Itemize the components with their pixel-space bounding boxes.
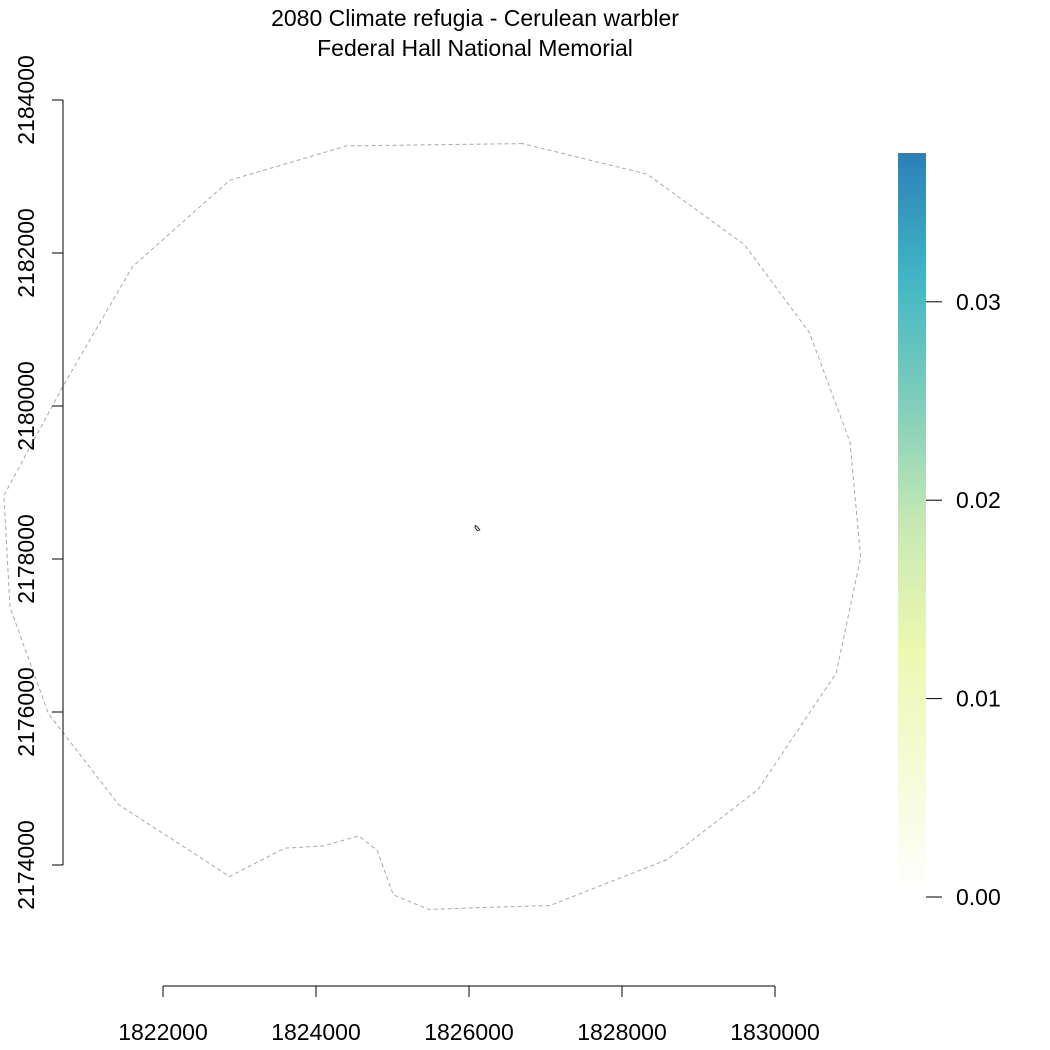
x-tick-label: 1826000	[424, 1019, 514, 1045]
colorbar-legend: 0.00 0.01 0.02 0.03	[898, 153, 1001, 910]
x-tick-label: 1828000	[577, 1019, 667, 1045]
x-axis: 1822000 1824000 1826000 1828000 1830000	[118, 985, 820, 1045]
x-tick-label: 1824000	[271, 1019, 361, 1045]
y-tick-label: 2182000	[13, 208, 39, 298]
map-layers	[3, 143, 862, 910]
x-tick-label: 1822000	[118, 1019, 208, 1045]
y-tick-label: 2180000	[13, 361, 39, 451]
colorbar-tick-label: 0.02	[956, 487, 1001, 513]
colorbar-tick-label: 0.01	[956, 686, 1001, 712]
y-tick-label: 2176000	[13, 667, 39, 757]
figure-title: 2080 Climate refugia - Cerulean warbler …	[271, 5, 679, 61]
y-axis: 2174000 2176000 2178000 2180000 2182000 21840…	[13, 55, 64, 910]
park-boundary	[474, 524, 481, 532]
title-line-2: Federal Hall National Memorial	[317, 35, 633, 61]
buffer-boundary	[3, 143, 862, 910]
colorbar-tick-label: 0.00	[956, 884, 1001, 910]
colorbar-gradient	[898, 153, 926, 897]
y-tick-label: 2174000	[13, 820, 39, 910]
title-line-1: 2080 Climate refugia - Cerulean warbler	[271, 5, 679, 31]
x-tick-label: 1830000	[730, 1019, 820, 1045]
colorbar-tick-label: 0.03	[956, 289, 1001, 315]
y-tick-label: 2184000	[13, 55, 39, 145]
y-tick-label: 2178000	[13, 514, 39, 604]
